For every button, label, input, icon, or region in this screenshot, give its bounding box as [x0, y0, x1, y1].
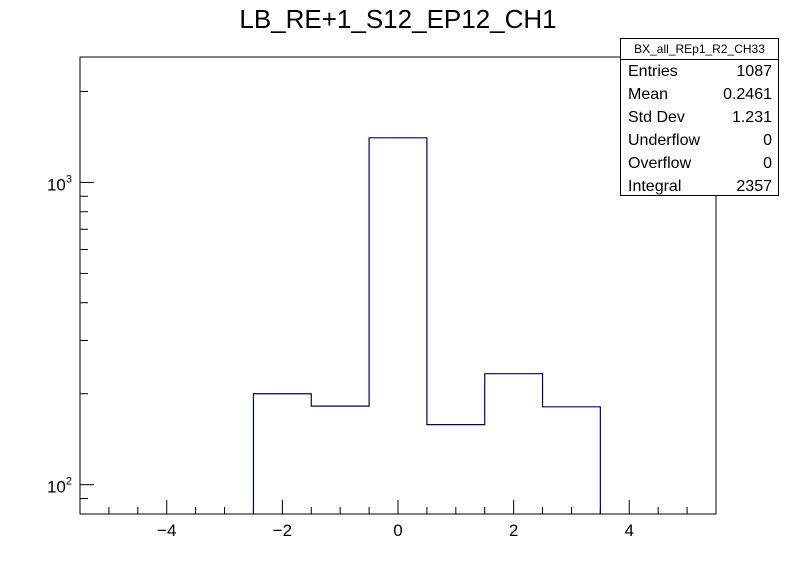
stats-value: 0 — [763, 155, 772, 172]
stats-row-underflow: Underflow 0 — [621, 129, 778, 152]
stats-label: Underflow — [628, 132, 701, 149]
x-tick-label: 2 — [509, 521, 518, 540]
stats-label: Mean — [628, 86, 669, 103]
x-axis: −4 −2 0 2 4 — [108, 500, 688, 540]
y-axis: 102 103 — [47, 90, 94, 515]
x-tick-label: 4 — [625, 521, 634, 540]
stats-label: Std Dev — [628, 109, 685, 126]
stats-row-std-dev: Std Dev 1.231 — [621, 106, 778, 129]
stats-box-name: BX_all_REp1_R2_CH33 — [621, 39, 778, 60]
y-tick-label: 102 — [47, 476, 72, 497]
stats-value: 2357 — [736, 178, 772, 195]
chart-title: LB_RE+1_S12_EP12_CH1 — [239, 4, 557, 34]
stats-value: 1.231 — [731, 109, 772, 126]
stats-value: 0.2461 — [723, 86, 772, 103]
stats-row-overflow: Overflow 0 — [621, 152, 778, 175]
x-tick-label: −2 — [273, 521, 292, 540]
x-tick-label: −4 — [157, 521, 176, 540]
x-tick-label: 0 — [393, 521, 402, 540]
stats-label: Entries — [628, 63, 678, 80]
stats-row-mean: Mean 0.2461 — [621, 83, 778, 106]
stats-value: 0 — [763, 132, 772, 149]
stats-value: 1087 — [736, 63, 772, 80]
stats-box: BX_all_REp1_R2_CH33 Entries 1087 Mean 0.… — [620, 38, 779, 196]
histogram-outline — [252, 137, 601, 514]
stats-row-integral: Integral 2357 — [621, 175, 778, 198]
y-tick-label: 103 — [47, 173, 72, 194]
stats-label: Integral — [628, 178, 682, 195]
stats-row-entries: Entries 1087 — [621, 60, 778, 83]
stats-label: Overflow — [628, 155, 692, 172]
